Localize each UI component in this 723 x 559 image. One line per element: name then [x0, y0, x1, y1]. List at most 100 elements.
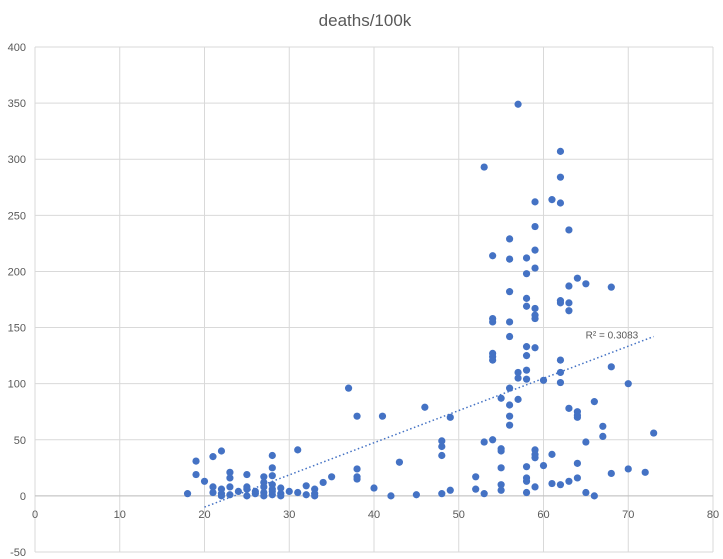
data-point [489, 436, 497, 444]
data-point [506, 318, 514, 326]
data-point [489, 252, 497, 260]
data-point [294, 446, 302, 454]
y-tick-label: 150 [8, 323, 26, 335]
y-tick-label: 300 [8, 154, 26, 166]
data-point [514, 100, 522, 108]
data-point [573, 274, 582, 282]
data-point [319, 478, 327, 487]
data-point [522, 488, 531, 497]
data-point [531, 246, 539, 254]
data-point [472, 485, 480, 493]
data-point [522, 477, 531, 485]
x-tick-label: 20 [198, 509, 210, 521]
data-point [522, 294, 531, 302]
data-point [183, 490, 192, 498]
data-point [370, 484, 378, 492]
data-point [217, 492, 226, 500]
y-tick-label: -50 [10, 547, 26, 559]
x-tick-label: 10 [114, 509, 126, 521]
data-point [277, 492, 285, 500]
data-point [556, 378, 565, 387]
y-tick-labels: -50 0 50 100 150 200 250 300 350 400 [8, 42, 26, 559]
data-point [438, 442, 446, 451]
data-point [548, 196, 556, 204]
data-point [480, 490, 488, 498]
data-point [497, 481, 505, 489]
data-point [590, 492, 598, 500]
data-point [531, 198, 539, 206]
data-point [522, 270, 531, 278]
data-point [421, 403, 429, 411]
y-tick-label: 200 [8, 266, 26, 278]
data-point [650, 429, 658, 437]
data-point [438, 437, 446, 445]
data-point [565, 282, 573, 290]
data-point [506, 412, 514, 420]
data-point [497, 394, 505, 402]
data-point [582, 438, 590, 446]
data-point [480, 163, 488, 171]
data-point [387, 492, 395, 500]
data-point [531, 314, 539, 323]
x-tick-label: 80 [707, 509, 719, 521]
data-point [531, 344, 539, 352]
data-point [531, 483, 539, 491]
data-point [302, 482, 310, 490]
data-point [489, 356, 497, 364]
data-point [607, 469, 615, 478]
data-point [209, 488, 217, 497]
data-point [446, 486, 454, 494]
data-point [582, 280, 590, 288]
data-point [328, 473, 336, 481]
data-point [565, 299, 573, 307]
data-point [353, 475, 361, 483]
data-point [573, 413, 582, 421]
data-point [217, 447, 226, 455]
data-point [522, 254, 531, 262]
y-tick-label: 350 [8, 98, 26, 110]
data-point [556, 481, 565, 489]
data-point [556, 199, 565, 207]
data-point [480, 438, 488, 446]
data-point [624, 465, 632, 473]
data-point [522, 375, 531, 383]
data-point [590, 398, 598, 406]
data-point [200, 477, 209, 485]
data-point [573, 474, 582, 482]
data-point [599, 422, 607, 430]
data-point [506, 288, 514, 296]
data-point [531, 304, 539, 313]
data-point [268, 451, 276, 460]
data-point [395, 458, 404, 466]
data-point [539, 461, 548, 470]
x-tick-label: 40 [368, 509, 380, 521]
data-point [514, 368, 522, 377]
data-point [531, 264, 539, 272]
trendline [204, 335, 654, 508]
x-tick-label: 70 [622, 509, 634, 521]
data-point [573, 459, 582, 467]
data-point [607, 363, 615, 371]
data-point [565, 226, 573, 234]
x-tick-labels: 0 10 20 30 40 50 60 70 80 [32, 509, 719, 521]
data-point [472, 473, 480, 481]
data-point [446, 413, 454, 421]
data-point [522, 343, 531, 351]
data-point [556, 173, 565, 181]
data-point [226, 483, 234, 491]
data-point [192, 457, 200, 465]
data-point [260, 473, 268, 481]
data-point [243, 485, 251, 493]
data-point [209, 453, 217, 461]
data-point [522, 302, 531, 310]
data-point [344, 384, 353, 392]
data-point [514, 374, 522, 382]
data-point [582, 488, 590, 497]
data-point [251, 490, 259, 498]
data-point [556, 299, 565, 307]
data-point [607, 283, 615, 291]
x-tick-label: 50 [453, 509, 465, 521]
data-point [226, 491, 234, 499]
data-point [277, 484, 285, 492]
